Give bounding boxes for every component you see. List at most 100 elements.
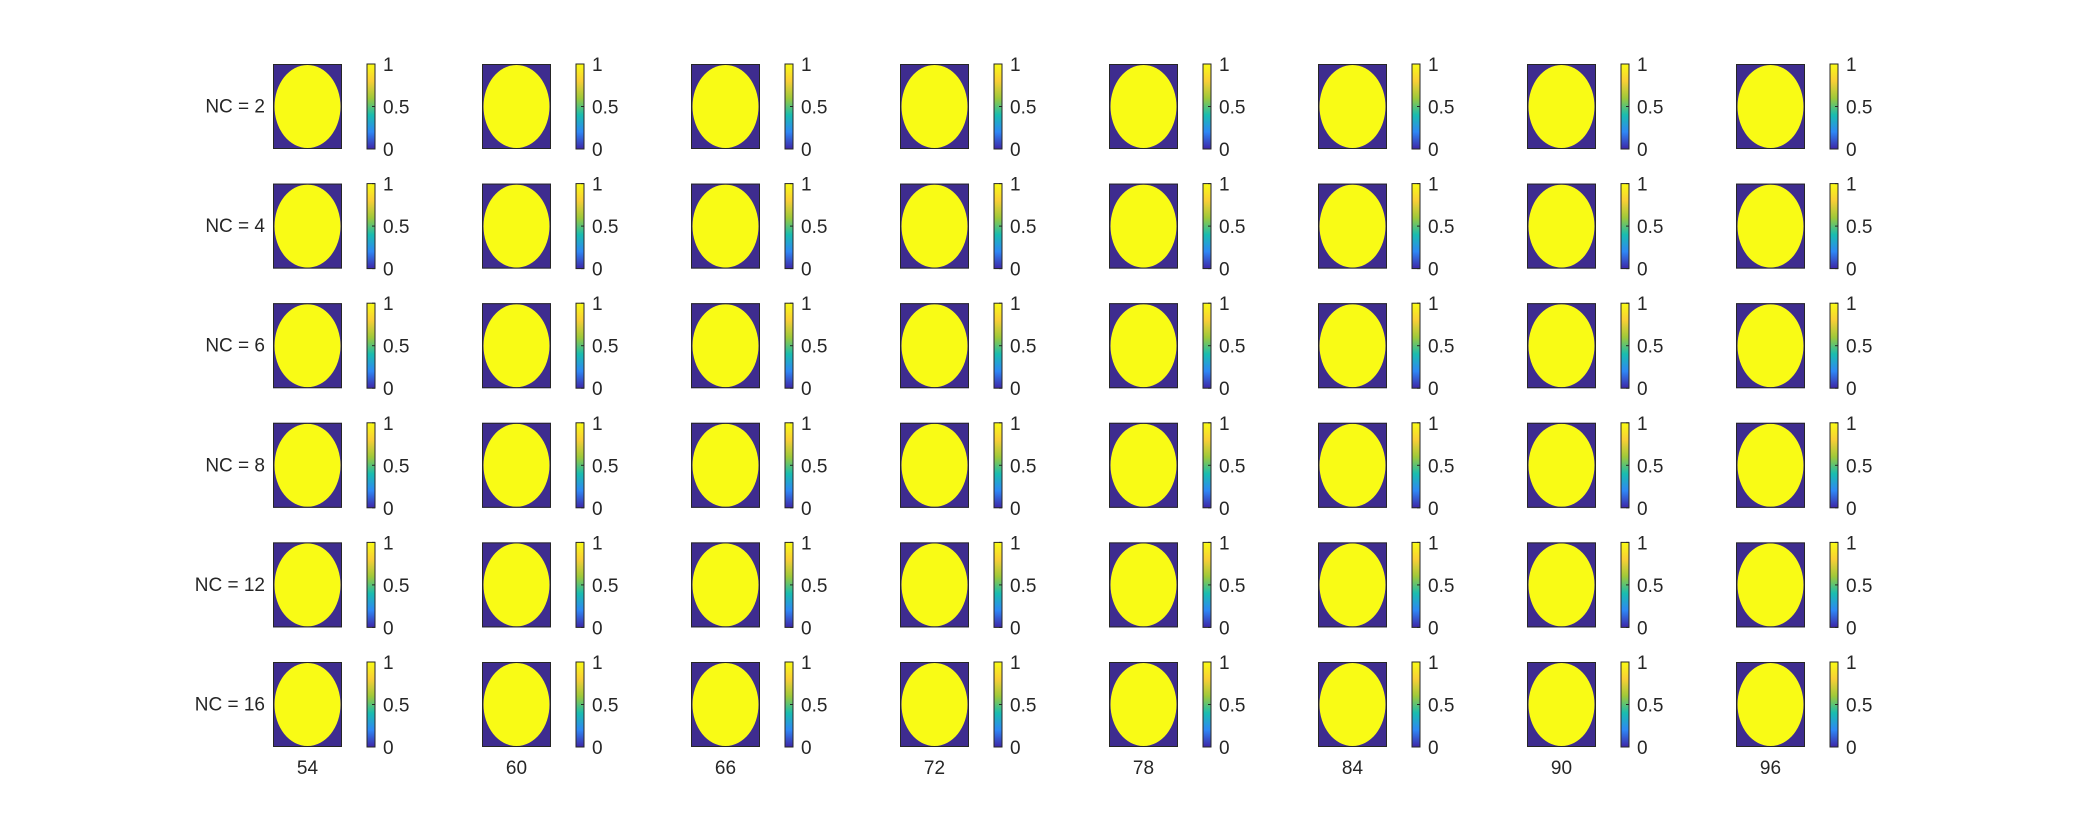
- colorbar-tick-label: 1: [1010, 294, 1021, 315]
- heatmap-mask-ellipse: [483, 423, 550, 507]
- colorbar-tick-label: 1: [1219, 414, 1230, 435]
- colorbar-tick-label: 0.5: [383, 337, 409, 358]
- axes-border: [691, 662, 760, 747]
- colorbar-tick-label: 1: [1637, 55, 1648, 76]
- colorbar-tick-label: 0.5: [1010, 456, 1036, 477]
- subplot-cell: 00.51: [1109, 414, 1245, 520]
- row-label: NC = 4: [205, 216, 265, 237]
- axes-border: [482, 542, 551, 628]
- colorbar-tick-label: 0: [592, 260, 603, 281]
- colorbar-tick-label: 1: [1010, 653, 1021, 674]
- heatmap-mask-ellipse: [483, 65, 550, 148]
- heatmap-mask-ellipse: [901, 304, 968, 388]
- axes-border: [482, 183, 551, 269]
- heatmap-mask-ellipse: [901, 184, 968, 268]
- heatmap-mask-ellipse: [274, 304, 341, 388]
- colorbar-tick-label: 0.5: [1010, 217, 1036, 238]
- colorbar-tick-label: 0.5: [1637, 696, 1663, 717]
- axes-border: [1736, 422, 1805, 508]
- colorbar-tick-label: 1: [1010, 414, 1021, 435]
- axes-border: [1109, 422, 1178, 508]
- colorbar-tick-label: 0.5: [1219, 696, 1245, 717]
- heatmap-mask-ellipse: [1737, 663, 1804, 746]
- colorbar-tick-label: 0: [1428, 738, 1439, 759]
- axes-border: [1318, 303, 1387, 389]
- subplot-cell: 00.51: [273, 55, 409, 161]
- colorbar-tick-label: 0.5: [1010, 576, 1036, 597]
- colorbar-tick-label: 0: [801, 499, 812, 520]
- colorbar-tick-label: 1: [801, 55, 812, 76]
- axes-border: [273, 64, 342, 149]
- colorbar-tick-label: 0.5: [1010, 98, 1036, 119]
- column-label: 72: [924, 758, 945, 779]
- axes-border: [1109, 183, 1178, 269]
- heatmap-mask-ellipse: [1319, 184, 1386, 268]
- subplot-cell: 00.51: [691, 294, 827, 400]
- colorbar-tick-label: 0.5: [1846, 576, 1872, 597]
- colorbar-tick-label: 0: [1637, 379, 1648, 400]
- colorbar-tick-label: 0.5: [801, 696, 827, 717]
- colorbar-tick-label: 1: [1010, 533, 1021, 554]
- colorbar-tick-label: 0.5: [801, 217, 827, 238]
- subplot-cell: 00.51: [273, 533, 409, 639]
- subplot-cell: 0 0.5 1 84: [1318, 653, 1454, 779]
- subplot-cell: 00.51: [1527, 414, 1663, 520]
- axes-border: [900, 64, 969, 149]
- subplot-cell: 00.51: [1109, 533, 1245, 639]
- axes-border: [482, 422, 551, 508]
- heatmap-mask-ellipse: [1528, 65, 1595, 148]
- colorbar-tick-label: 1: [1846, 533, 1857, 554]
- colorbar-tick-label: 1: [1219, 55, 1230, 76]
- subplot-row: NC = 200.5100.5100.5100.5100.5100.5100.5…: [205, 55, 1872, 161]
- colorbar-tick-label: 1: [1219, 294, 1230, 315]
- colorbar-tick-label: 0: [1219, 618, 1230, 639]
- row-label: NC = 16: [195, 695, 265, 716]
- colorbar-tick-label: 0.5: [592, 456, 618, 477]
- colorbar-tick-label: 1: [592, 175, 603, 196]
- colorbar-tick-label: 0.5: [1428, 696, 1454, 717]
- heatmap-mask-ellipse: [1110, 184, 1177, 268]
- heatmap-mask-ellipse: [901, 65, 968, 148]
- colorbar-tick-label: 1: [383, 55, 394, 76]
- subplot-cell: 00.51: [482, 55, 618, 161]
- colorbar-tick-label: 0: [592, 499, 603, 520]
- subplot-cell: 00.51: [1736, 414, 1872, 520]
- heatmap-mask-ellipse: [901, 663, 968, 746]
- heatmap-mask-ellipse: [1110, 304, 1177, 388]
- axes-border: [691, 303, 760, 389]
- colorbar-tick-label: 1: [1428, 175, 1439, 196]
- subplot-cell: 00.51: [273, 414, 409, 520]
- colorbar-tick-label: 1: [592, 414, 603, 435]
- axes-border: [273, 542, 342, 628]
- colorbar-tick-label: 0: [1846, 618, 1857, 639]
- heatmap-mask-ellipse: [1737, 65, 1804, 148]
- heatmap-mask-ellipse: [692, 543, 759, 627]
- axes-border: [1736, 662, 1805, 747]
- colorbar-tick-label: 0: [1846, 140, 1857, 161]
- heatmap-mask-ellipse: [1528, 184, 1595, 268]
- axes-border: [1736, 303, 1805, 389]
- axes-border: [1736, 542, 1805, 628]
- colorbar-tick-label: 0: [1846, 499, 1857, 520]
- heatmap-mask-ellipse: [483, 304, 550, 388]
- colorbar-tick-label: 0.5: [1219, 456, 1245, 477]
- axes-border: [1109, 662, 1178, 747]
- colorbar-tick-label: 0: [1428, 379, 1439, 400]
- axes-border: [900, 303, 969, 389]
- colorbar-tick-label: 0: [1010, 618, 1021, 639]
- heatmap-mask-ellipse: [1737, 423, 1804, 507]
- axes-border: [1318, 662, 1387, 747]
- subplot-cell: 00.51: [482, 294, 618, 400]
- column-label: 78: [1133, 758, 1154, 779]
- subplot-cell: 0 0.5 1 78: [1109, 653, 1245, 779]
- colorbar-tick-label: 0: [801, 738, 812, 759]
- colorbar-tick-label: 1: [1428, 653, 1439, 674]
- axes-border: [900, 542, 969, 628]
- heatmap-mask-ellipse: [901, 543, 968, 627]
- subplot-cell: 0 0.5 1 90: [1527, 653, 1663, 779]
- subplot-cell: 00.51: [1109, 175, 1245, 281]
- subplot-row: NC = 400.5100.5100.5100.5100.5100.5100.5…: [205, 175, 1872, 281]
- colorbar-tick-label: 0.5: [801, 456, 827, 477]
- colorbar-tick-label: 1: [1846, 55, 1857, 76]
- colorbar-tick-label: 1: [592, 653, 603, 674]
